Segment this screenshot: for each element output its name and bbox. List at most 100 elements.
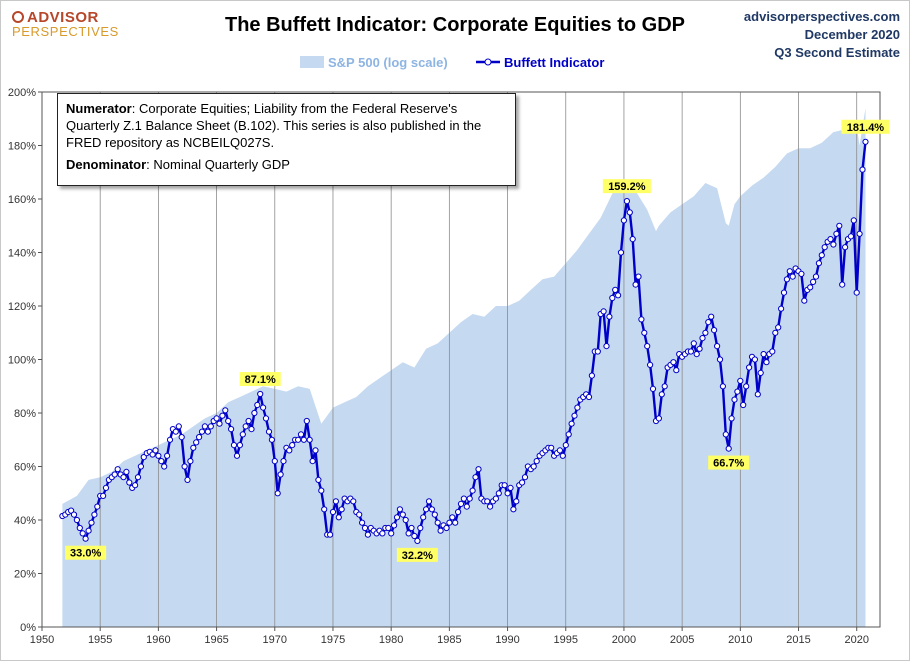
buffett-indicator-point	[728, 415, 735, 422]
buffett-indicator-point	[699, 335, 706, 342]
buffett-indicator-point	[510, 506, 517, 513]
buffett-indicator-point	[181, 463, 188, 470]
denominator-label: Denominator	[66, 157, 147, 172]
buffett-indicator-point	[705, 319, 712, 326]
buffett-indicator-point	[847, 233, 855, 240]
buffett-indicator-point	[164, 452, 171, 459]
buffett-indicator-point	[763, 359, 770, 366]
buffett-indicator-point	[769, 348, 776, 355]
buffett-indicator-point	[754, 391, 761, 398]
buffett-indicator-point	[289, 442, 296, 449]
buffett-indicator-point	[533, 458, 540, 465]
source-date: December 2020	[804, 27, 900, 42]
buffett-indicator-point	[716, 356, 724, 363]
buffett-indicator-point	[513, 498, 520, 505]
buffett-indicator-point	[507, 484, 514, 491]
buffett-indicator-point	[562, 442, 569, 449]
buffett-indicator-point	[280, 458, 287, 465]
x-tick-label: 2005	[670, 634, 694, 646]
buffett-indicator-point	[417, 524, 424, 532]
buffett-indicator-point	[196, 434, 203, 441]
buffett-indicator-point	[463, 503, 470, 510]
buffett-indicator-point	[842, 244, 849, 251]
buffett-indicator-point	[399, 511, 406, 518]
buffett-indicator-point	[309, 458, 316, 465]
buffett-indicator-point	[815, 260, 823, 267]
buffett-indicator-point	[658, 391, 665, 398]
buffett-indicator-point	[789, 273, 796, 280]
buffett-indicator-point	[329, 508, 337, 516]
buffett-indicator-point	[190, 444, 197, 451]
buffett-indicator-point	[257, 390, 264, 398]
buffett-indicator-point	[772, 329, 779, 336]
buffett-indicator-point	[239, 431, 246, 438]
buffett-indicator-point	[737, 377, 744, 384]
buffett-indicator-point	[318, 487, 325, 494]
buffett-indicator-point	[585, 393, 593, 401]
buffett-indicator-point	[644, 343, 651, 350]
buffett-indicator-point	[225, 417, 232, 425]
buffett-indicator-point	[600, 308, 607, 315]
buffett-indicator-point	[134, 474, 142, 481]
buffett-indicator-point	[818, 252, 825, 259]
buffett-indicator-point	[265, 428, 273, 435]
buffett-indicator-point	[812, 273, 820, 280]
buffett-indicator-point	[638, 316, 645, 323]
buffett-indicator-point	[172, 428, 179, 435]
buffett-indicator-point	[82, 535, 89, 542]
buffett-indicator-point	[821, 244, 828, 251]
buffett-indicator-point	[495, 490, 502, 497]
x-tick-label: 1990	[495, 634, 519, 646]
callout-background	[65, 545, 107, 560]
buffett-indicator-point	[446, 519, 453, 526]
buffett-indicator-point	[530, 463, 537, 470]
buffett-indicator-point	[236, 442, 243, 449]
buffett-indicator-point	[594, 348, 601, 355]
numerator-text: : Corporate Equities; Liability from the…	[66, 101, 482, 150]
buffett-indicator-point	[603, 343, 610, 350]
buffett-indicator-point	[251, 409, 258, 417]
buffett-indicator-point	[693, 351, 700, 358]
buffett-indicator-point	[850, 217, 857, 224]
buffett-indicator-point	[132, 482, 139, 489]
buffett-indicator-point	[335, 514, 342, 521]
buffett-indicator-point	[423, 506, 430, 513]
buffett-indicator-point	[623, 198, 631, 205]
numerator-label: Numerator	[66, 101, 132, 116]
buffett-indicator-point	[714, 343, 721, 350]
buffett-indicator-point	[807, 284, 814, 291]
buffett-indicator-point	[757, 369, 764, 376]
sp500-area	[62, 108, 866, 628]
buffett-indicator-point	[801, 297, 808, 304]
advisor-perspectives-logo: ADVISOR PERSPECTIVES	[12, 10, 119, 38]
buffett-indicator-point	[295, 436, 302, 443]
buffett-indicator-point	[778, 305, 785, 312]
buffett-indicator-point	[70, 511, 78, 518]
buffett-indicator-point	[100, 492, 107, 499]
buffett-indicator-point	[635, 273, 642, 280]
source-block: advisorperspectives.com December 2020 Q3…	[744, 8, 900, 62]
buffett-indicator-point	[379, 530, 386, 537]
x-tick-label: 1985	[437, 634, 461, 646]
buffett-indicator-point	[411, 532, 418, 540]
buffett-indicator-point	[260, 404, 267, 411]
buffett-indicator-point	[76, 524, 83, 532]
buffett-indicator-point	[588, 372, 596, 379]
x-tick-label: 1980	[379, 634, 403, 646]
buffett-indicator-point	[233, 452, 241, 459]
buffett-indicator-point	[242, 423, 249, 430]
buffett-indicator-point	[862, 138, 869, 145]
buffett-indicator-point	[321, 506, 328, 513]
buffett-indicator-point	[68, 507, 75, 514]
x-tick-label: 1960	[146, 634, 170, 646]
buffett-indicator-point	[859, 166, 866, 173]
logo-line1: ADVISOR	[27, 9, 99, 26]
buffett-indicator-point	[201, 423, 208, 430]
x-tick-label: 2010	[728, 634, 752, 646]
buffett-indicator-point	[780, 289, 788, 296]
callout-label: 33.0%	[70, 548, 101, 560]
buffett-indicator-point	[740, 401, 747, 409]
buffett-indicator-point	[85, 527, 92, 534]
y-tick-label: 120%	[8, 301, 36, 313]
buffett-indicator-point	[312, 447, 319, 454]
